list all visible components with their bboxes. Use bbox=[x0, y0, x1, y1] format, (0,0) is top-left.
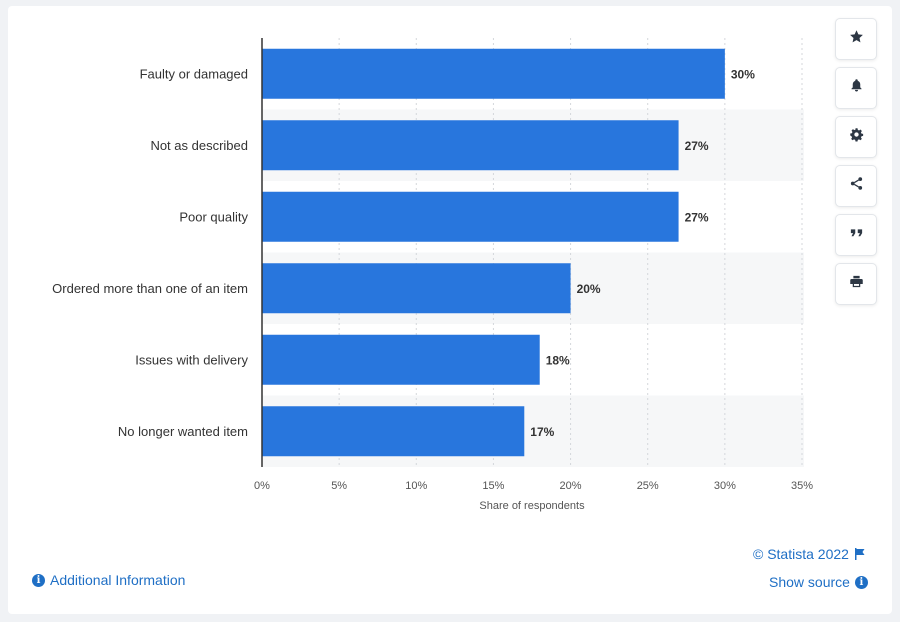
x-axis-title: Share of respondents bbox=[479, 500, 585, 512]
info-icon: i bbox=[854, 575, 868, 589]
info-icon: i bbox=[32, 573, 45, 587]
star-button[interactable] bbox=[835, 18, 877, 60]
quote-icon bbox=[849, 225, 864, 245]
bar[interactable] bbox=[262, 263, 571, 314]
share-icon bbox=[849, 176, 864, 196]
bell-icon bbox=[849, 78, 864, 98]
category-label: Poor quality bbox=[179, 209, 248, 224]
bar[interactable] bbox=[262, 191, 679, 242]
settings-button[interactable] bbox=[835, 116, 877, 158]
share-button[interactable] bbox=[835, 165, 877, 207]
value-label: 27% bbox=[685, 139, 709, 153]
x-tick-label: 20% bbox=[560, 480, 582, 492]
x-tick-label: 5% bbox=[331, 480, 347, 492]
star-icon bbox=[849, 29, 864, 49]
copyright-text: © Statista 2022 bbox=[753, 546, 849, 562]
bar[interactable] bbox=[262, 406, 525, 457]
additional-information-link[interactable]: i Additional Information bbox=[32, 572, 185, 588]
x-tick-label: 25% bbox=[637, 480, 659, 492]
category-label: Issues with delivery bbox=[135, 352, 248, 367]
value-label: 17% bbox=[530, 425, 554, 439]
x-tick-label: 35% bbox=[791, 480, 813, 492]
x-tick-label: 0% bbox=[254, 480, 270, 492]
gear-icon bbox=[849, 127, 864, 147]
printer-icon bbox=[849, 274, 864, 294]
value-label: 27% bbox=[685, 210, 709, 224]
additional-information-text: Additional Information bbox=[50, 572, 186, 588]
statista-copyright-link[interactable]: © Statista 2022 bbox=[753, 546, 865, 562]
show-source-text: Show source bbox=[769, 574, 850, 590]
chart-card: Faulty or damaged Not as described Poor qu… bbox=[8, 6, 892, 614]
x-tick-label: 30% bbox=[714, 480, 736, 492]
value-label: 30% bbox=[731, 67, 755, 81]
cite-button[interactable] bbox=[835, 214, 877, 256]
bar[interactable] bbox=[262, 120, 679, 171]
notification-button[interactable] bbox=[835, 67, 877, 109]
category-label: Ordered more than one of an item bbox=[52, 281, 248, 296]
bar-chart: Faulty or damaged Not as described Poor qu… bbox=[52, 38, 813, 512]
print-button[interactable] bbox=[835, 263, 877, 305]
bar[interactable] bbox=[262, 334, 540, 385]
value-label: 18% bbox=[546, 353, 570, 367]
bar[interactable] bbox=[262, 48, 725, 99]
x-tick-label: 15% bbox=[482, 480, 504, 492]
category-label: Faulty or damaged bbox=[140, 66, 248, 81]
flag-icon bbox=[854, 548, 865, 560]
category-label: Not as described bbox=[150, 138, 248, 153]
show-source-link[interactable]: Show source i bbox=[769, 574, 868, 590]
category-label: No longer wanted item bbox=[118, 424, 248, 439]
x-tick-label: 10% bbox=[405, 480, 427, 492]
value-label: 20% bbox=[577, 282, 601, 296]
